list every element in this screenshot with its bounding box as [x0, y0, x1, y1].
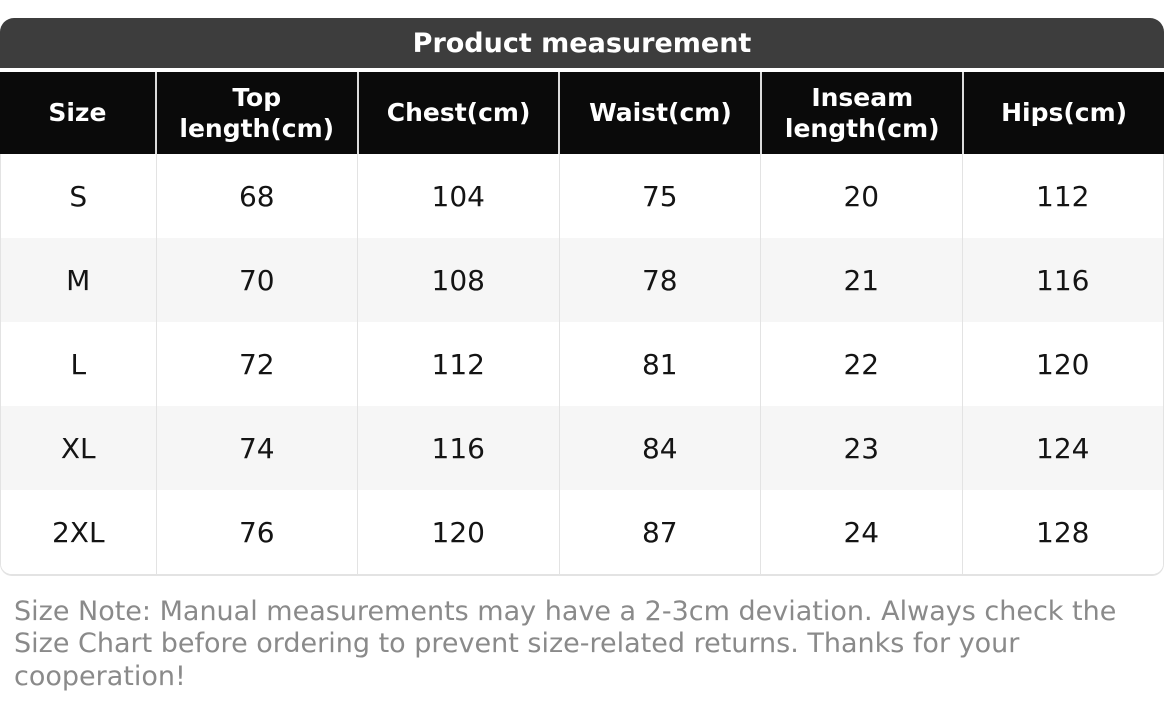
cell-waist: 87	[558, 490, 761, 574]
chart-title: Product measurement	[412, 27, 752, 59]
cell-hips: 120	[961, 322, 1163, 406]
size-note-text: Size Note: Manual measurements may have …	[14, 596, 1117, 692]
cell-top-length: 74	[155, 406, 358, 490]
table-row-2xl: 2XL 76 120 87 24 128	[1, 490, 1163, 574]
cell-waist: 81	[558, 322, 761, 406]
cell-waist: 84	[558, 406, 761, 490]
table-body: S 68 104 75 20 112 M 70 108 78 21 116 L …	[0, 154, 1164, 576]
chart-title-bar: Product measurement	[0, 18, 1164, 68]
table-row-m: M 70 108 78 21 116	[1, 238, 1163, 322]
table-header-row: Size Top length(cm) Chest(cm) Waist(cm) …	[0, 72, 1164, 154]
cell-hips: 112	[961, 154, 1163, 238]
cell-chest: 112	[357, 322, 559, 406]
cell-hips: 124	[961, 406, 1163, 490]
cell-size: L	[70, 347, 87, 381]
cell-size: M	[66, 263, 91, 297]
cell-size: 2XL	[51, 515, 105, 549]
cell-inseam-length: 20	[760, 154, 962, 238]
table-row-xl: XL 74 116 84 23 124	[1, 406, 1163, 490]
column-header-waist: Waist(cm)	[558, 72, 761, 154]
cell-hips: 128	[961, 490, 1163, 574]
size-chart-card: Product measurement Size Top length(cm) …	[0, 18, 1164, 693]
cell-chest: 116	[357, 406, 559, 490]
column-header-chest: Chest(cm)	[356, 72, 559, 154]
cell-inseam-length: 24	[760, 490, 962, 574]
cell-chest: 120	[357, 490, 559, 574]
cell-size: S	[69, 179, 88, 213]
cell-size: XL	[60, 431, 96, 465]
column-header-size: Size	[0, 72, 155, 154]
cell-inseam-length: 21	[760, 238, 962, 322]
cell-chest: 104	[357, 154, 559, 238]
column-header-hips: Hips(cm)	[962, 72, 1164, 154]
table-row-s: S 68 104 75 20 112	[1, 154, 1163, 238]
cell-inseam-length: 23	[760, 406, 962, 490]
cell-chest: 108	[357, 238, 559, 322]
cell-top-length: 76	[155, 490, 358, 574]
cell-waist: 78	[558, 238, 761, 322]
cell-hips: 116	[961, 238, 1163, 322]
cell-top-length: 72	[155, 322, 358, 406]
table-row-l: L 72 112 81 22 120	[1, 322, 1163, 406]
cell-top-length: 68	[155, 154, 358, 238]
cell-inseam-length: 22	[760, 322, 962, 406]
cell-top-length: 70	[155, 238, 358, 322]
cell-waist: 75	[558, 154, 761, 238]
column-header-top-length: Top length(cm)	[154, 72, 357, 154]
column-header-inseam-length: Inseam length(cm)	[760, 72, 963, 154]
